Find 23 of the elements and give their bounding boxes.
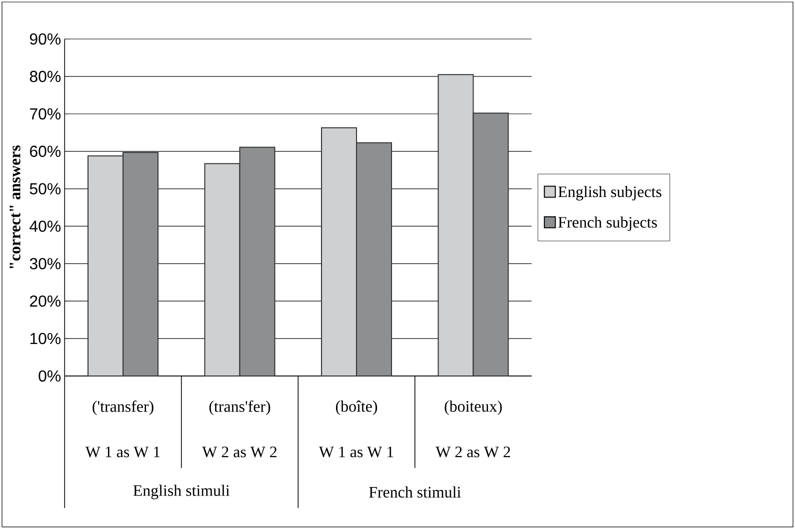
x-tick-label: (trans'fer) <box>209 400 270 416</box>
y-tick-label: 60% <box>30 146 61 157</box>
y-tick-label: 30% <box>30 258 61 270</box>
y-tick-label: 10% <box>30 332 61 344</box>
y-tick-label: 20% <box>30 295 61 307</box>
y-axis-title: "correct" answers <box>10 145 20 268</box>
text: W 1 as W 1 <box>318 446 394 458</box>
text: English stimuli <box>133 484 230 500</box>
text: W 1 as W 1 <box>85 446 160 458</box>
y-tick-label: 90% <box>30 33 61 45</box>
y-tick-label: 80% <box>30 70 61 82</box>
legend-label: French subjects <box>558 216 657 231</box>
text: French stimuli <box>369 486 461 498</box>
text: W 2 as W 2 <box>436 446 510 458</box>
x-tick-label: (boiteux) <box>444 400 502 415</box>
y-tick-label: 50% <box>30 183 61 194</box>
y-tick-label: 0% <box>38 370 61 382</box>
x-tick-label: (boîte) <box>336 400 378 415</box>
text: W 2 as W 2 <box>202 446 277 458</box>
y-tick-label: 40% <box>30 220 61 232</box>
x-tick-label: ('transfer) <box>92 400 154 416</box>
legend-label: English subjects <box>558 186 662 200</box>
y-tick-label: 70% <box>30 108 61 120</box>
